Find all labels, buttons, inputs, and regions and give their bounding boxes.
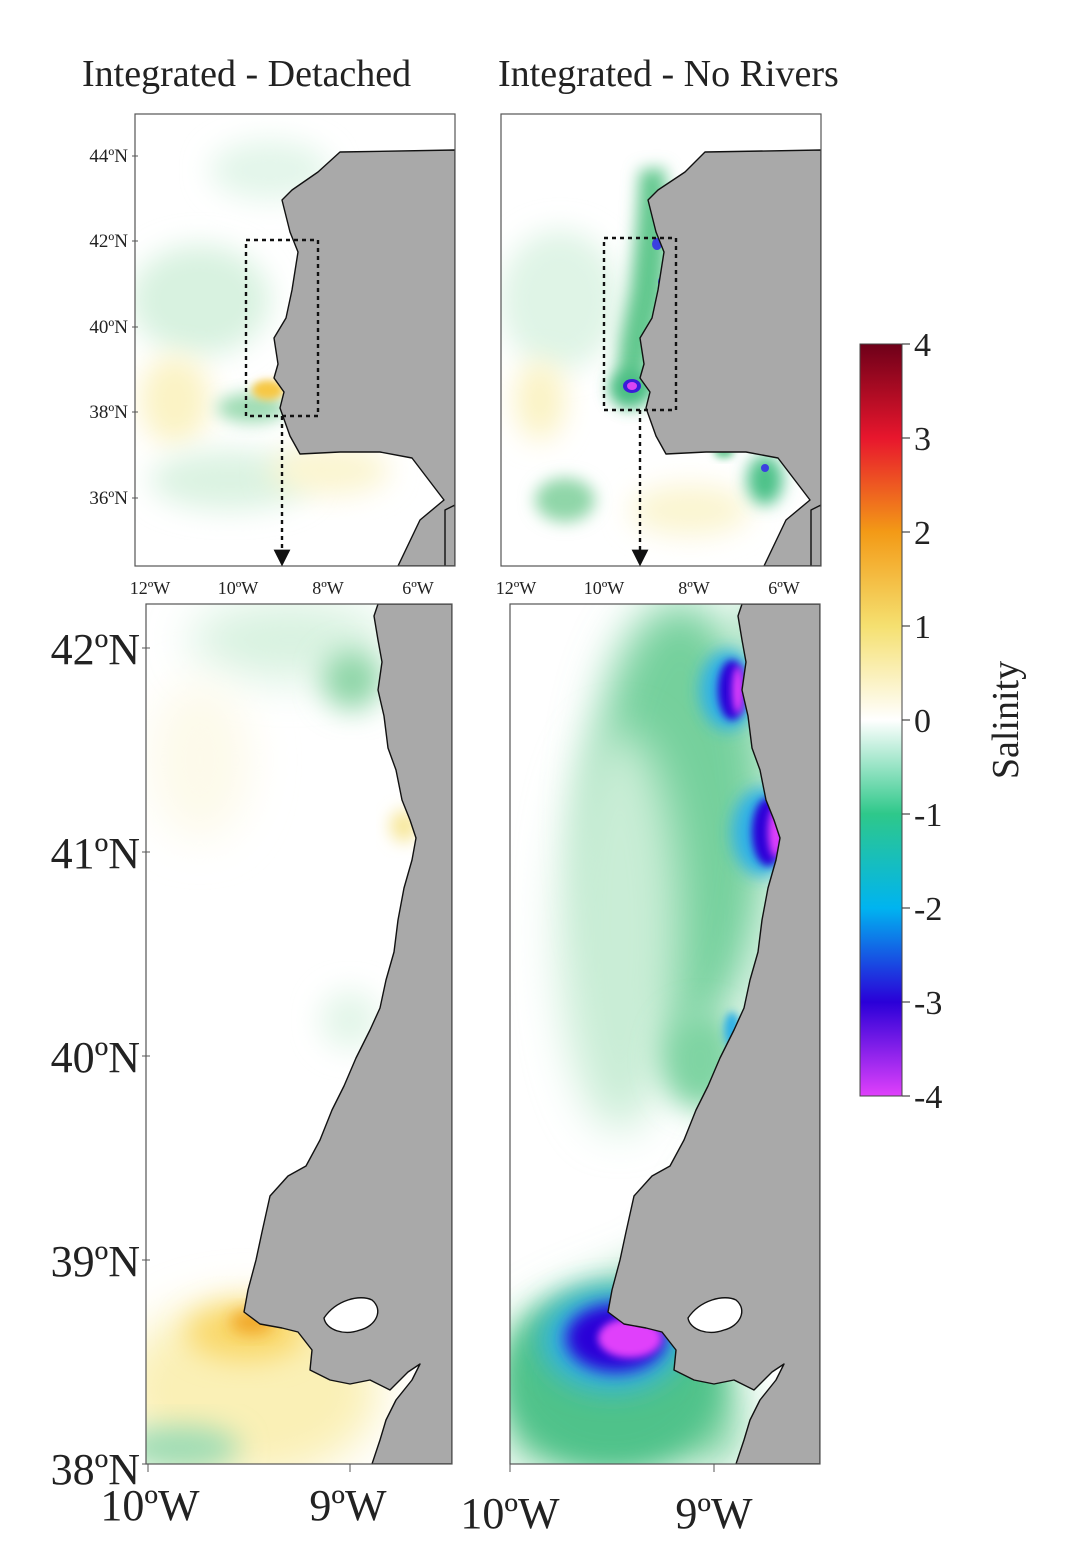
bottom-right-map xyxy=(509,603,821,1465)
right-panel-title: Integrated - No Rivers xyxy=(498,53,839,95)
top-lon-tick: 12ºW xyxy=(496,578,537,598)
bottom-left-map xyxy=(145,603,453,1465)
top-lon-tick: 10ºW xyxy=(584,578,625,598)
colorbar-tick-label: -1 xyxy=(914,797,942,834)
bottom-right-salinity-field xyxy=(510,604,820,1464)
bottom-lon-tick: 9ºW xyxy=(309,1481,387,1530)
colorbar-tick-label: 3 xyxy=(914,421,931,458)
top-left-lat-axis: 44ºN 42ºN 40ºN 38ºN 36ºN xyxy=(89,146,138,509)
top-left-salinity-field xyxy=(135,140,455,566)
top-lat-tick: 36ºN xyxy=(89,488,128,509)
top-lon-tick: 6ºW xyxy=(768,578,800,598)
colorbar-tick-label: -4 xyxy=(914,1079,942,1116)
bottom-left-lon-axis: 10ºW 9ºW xyxy=(100,1464,387,1530)
top-right-salinity-field xyxy=(501,149,821,566)
bottom-lon-tick: 10ºW xyxy=(460,1489,560,1538)
colorbar-gradient xyxy=(859,343,903,1097)
salinity-colorbar: 4 3 2 1 0 -1 -2 -3 -4 Salinity xyxy=(859,327,1027,1116)
bottom-lon-tick: 9ºW xyxy=(675,1489,753,1538)
top-lon-tick: 8ºW xyxy=(678,578,710,598)
bottom-lat-tick: 39ºN xyxy=(51,1237,140,1286)
colorbar-tick-label: -2 xyxy=(914,891,942,928)
colorbar-tick-label: 1 xyxy=(914,609,931,646)
colorbar-ticks: 4 3 2 1 0 -1 -2 -3 -4 xyxy=(902,327,942,1116)
bottom-right-lon-axis: 10ºW 9ºW xyxy=(460,1464,753,1538)
top-right-map xyxy=(500,113,822,567)
bottom-lat-tick: 42ºN xyxy=(51,625,140,674)
top-lat-tick: 42ºN xyxy=(89,231,128,252)
bottom-left-salinity-field xyxy=(146,604,452,1464)
top-left-lon-axis: 12ºW 10ºW 8ºW 6ºW xyxy=(130,578,434,598)
top-lat-tick: 38ºN xyxy=(89,402,128,423)
top-lon-tick: 10ºW xyxy=(218,578,259,598)
top-lat-tick: 40ºN xyxy=(89,317,128,338)
top-lon-tick: 8ºW xyxy=(312,578,344,598)
colorbar-tick-label: 2 xyxy=(914,515,931,552)
top-lat-tick: 44ºN xyxy=(89,146,128,167)
top-left-map xyxy=(134,113,456,567)
colorbar-tick-label: 0 xyxy=(914,703,931,740)
bottom-lon-tick: 10ºW xyxy=(100,1481,200,1530)
top-lon-tick: 12ºW xyxy=(130,578,171,598)
bottom-lat-tick: 41ºN xyxy=(51,829,140,878)
colorbar-tick-label: 4 xyxy=(914,327,931,364)
bottom-lat-tick: 40ºN xyxy=(51,1033,140,1082)
top-lon-tick: 6ºW xyxy=(402,578,434,598)
colorbar-label: Salinity xyxy=(985,661,1027,779)
bottom-lat-axis: 42ºN 41ºN 40ºN 39ºN 38ºN xyxy=(51,625,150,1494)
bottom-lat-tick: 38ºN xyxy=(51,1445,140,1494)
top-right-lon-axis: 12ºW 10ºW 8ºW 6ºW xyxy=(496,578,800,598)
colorbar-tick-label: -3 xyxy=(914,985,942,1022)
left-panel-title: Integrated - Detached xyxy=(82,53,411,95)
